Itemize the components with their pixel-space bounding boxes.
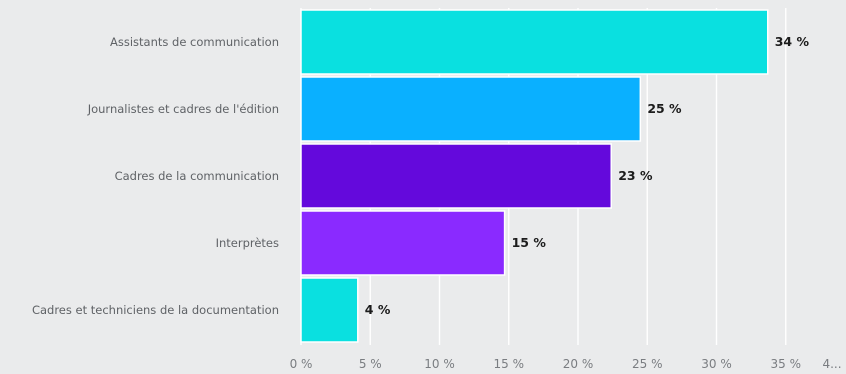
- x-tick-label: 30 %: [701, 357, 732, 371]
- x-tick-label: 35 %: [771, 357, 802, 371]
- x-axis-tick-labels: 0 % 5 % 10 % 15 % 20 % 25 % 30 % 35 % 4...: [290, 357, 842, 371]
- bar[interactable]: [300, 76, 642, 142]
- value-labels: 34 % 25 % 23 % 15 % 4 %: [365, 34, 810, 317]
- value-label: 4 %: [365, 302, 391, 317]
- x-tick-label: 0 %: [290, 357, 313, 371]
- x-tick-label: 15 %: [494, 357, 525, 371]
- category-label: Journalistes et cadres de l'édition: [87, 102, 279, 116]
- value-label: 23 %: [618, 168, 653, 183]
- value-label: 34 %: [775, 34, 810, 49]
- bar[interactable]: [300, 9, 769, 75]
- x-tick-label: 20 %: [563, 357, 594, 371]
- x-tick-label: 4...: [822, 357, 841, 371]
- bar[interactable]: [300, 277, 359, 343]
- x-tick-label: 5 %: [359, 357, 382, 371]
- category-label: Cadres de la communication: [115, 169, 279, 183]
- category-label: Assistants de communication: [110, 35, 279, 49]
- x-tick-label: 25 %: [632, 357, 663, 371]
- value-label: 25 %: [647, 101, 682, 116]
- x-tick-label: 10 %: [424, 357, 455, 371]
- category-label: Cadres et techniciens de la documentatio…: [32, 303, 279, 317]
- value-label: 15 %: [512, 235, 547, 250]
- bar[interactable]: [300, 143, 612, 209]
- bars: [300, 9, 769, 343]
- category-labels: Assistants de communication Journalistes …: [32, 35, 279, 317]
- bar[interactable]: [300, 210, 506, 276]
- category-label: Interprètes: [216, 236, 279, 250]
